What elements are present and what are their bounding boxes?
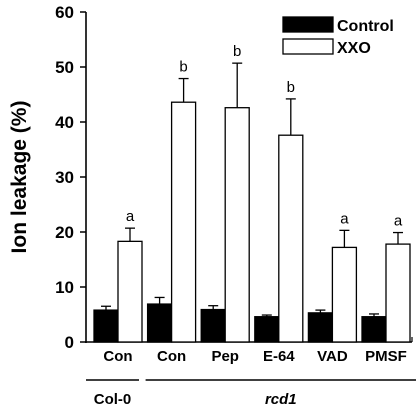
bar-control <box>254 316 280 343</box>
significance-label: a <box>126 208 135 225</box>
bar-control <box>307 312 334 343</box>
category-label: Con <box>103 348 132 365</box>
bar-control <box>361 316 387 343</box>
y-tick-label: 0 <box>65 333 74 352</box>
bar-xxo <box>170 101 197 343</box>
legend-swatch-control <box>282 16 334 33</box>
category-label: Pep <box>211 348 239 365</box>
legend-swatch-xxo <box>282 38 334 55</box>
legend-label: XXO <box>337 40 371 57</box>
category-label: E-64 <box>263 348 295 365</box>
bar-xxo <box>331 246 358 343</box>
bar-xxo <box>278 134 304 343</box>
legend: Control XXO <box>282 16 394 57</box>
bar-control <box>93 309 119 343</box>
y-tick-label: 20 <box>55 223 74 242</box>
bars <box>93 62 411 343</box>
labels: Ion leakage (%) a Con b Con b Pep b E-64 a VAD a PMS… <box>8 43 416 408</box>
bar-control <box>200 308 226 343</box>
group-label: rcd1 <box>265 391 297 408</box>
category-label: VAD <box>317 348 348 365</box>
category-label: Con <box>157 348 186 365</box>
bar-xxo <box>224 107 250 343</box>
y-tick-label: 60 <box>55 3 74 22</box>
bar-xxo <box>385 243 411 343</box>
bar-xxo <box>117 240 143 343</box>
category-label: PMSF <box>365 348 407 365</box>
y-axis-label: Ion leakage (%) <box>8 101 31 254</box>
significance-label: b <box>287 79 295 96</box>
y-tick-label: 50 <box>55 58 74 77</box>
significance-label: b <box>233 43 241 60</box>
y-tick-label: 40 <box>55 113 74 132</box>
significance-label: a <box>340 210 349 227</box>
significance-label: b <box>179 59 187 76</box>
y-tick-label: 30 <box>55 168 74 187</box>
legend-label: Control <box>337 18 394 35</box>
significance-label: a <box>394 213 403 230</box>
y-tick-label: 10 <box>55 278 74 297</box>
group-label: Col-0 <box>94 391 132 408</box>
bar-control <box>146 303 173 343</box>
